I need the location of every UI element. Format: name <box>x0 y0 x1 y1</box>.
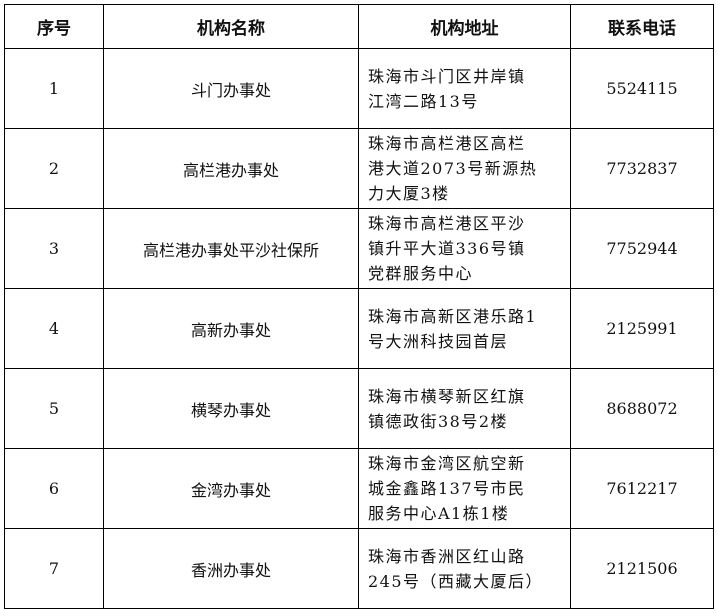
address-line: 珠海市高新区港乐路1 <box>368 306 538 326</box>
address-line: 镇升平大道336号镇 <box>368 239 526 258</box>
table-body: 1 斗门办事处 珠海市斗门区井岸镇 江湾二路13号 5524115 2 高栏港办事处 珠海市高… <box>4 48 714 609</box>
address-line: 号大洲科技园首层 <box>368 331 509 351</box>
address-cell: 珠海市高栏港区平沙 镇升平大道336号镇 党群服务中心 <box>358 208 571 289</box>
name-cell: 高栏港办事处平沙社保所 <box>103 208 359 289</box>
address-cell: 珠海市高新区港乐路1 号大洲科技园首层 <box>358 288 571 369</box>
phone-cell: 7752944 <box>570 208 714 289</box>
phone-cell: 8688072 <box>570 368 714 449</box>
header-row: 序号 机构名称 机构地址 联系电话 <box>4 4 714 49</box>
phone-cell: 2121506 <box>570 528 714 609</box>
address-line: 城金鑫路137号市民 <box>368 479 526 498</box>
index-cell: 1 <box>4 48 104 129</box>
header-cell: 机构地址 <box>358 4 571 49</box>
table-row: 3 高栏港办事处平沙社保所 珠海市高栏港区平沙 镇升平大道336号镇 党群服务中心 775… <box>4 208 714 289</box>
address-line: 珠海市金湾区航空新 <box>368 454 526 473</box>
index-cell: 5 <box>4 368 104 449</box>
address-line: 珠海市高栏港区高栏 <box>368 134 526 153</box>
header-cell: 机构名称 <box>103 4 359 49</box>
table-row: 2 高栏港办事处 珠海市高栏港区高栏 港大道2073号新源热 力大厦3楼 7732837 <box>4 128 714 209</box>
name-cell: 斗门办事处 <box>103 48 359 129</box>
address-line: 江湾二路13号 <box>368 91 479 111</box>
table-row: 7 香洲办事处 珠海市香洲区红山路 245号（西藏大厦后） 2121506 <box>4 528 714 609</box>
name-cell: 香洲办事处 <box>103 528 359 609</box>
address-cell: 珠海市金湾区航空新 城金鑫路137号市民 服务中心A1栋1楼 <box>358 448 571 529</box>
phone-cell: 7732837 <box>570 128 714 209</box>
table-row: 1 斗门办事处 珠海市斗门区井岸镇 江湾二路13号 5524115 <box>4 48 714 129</box>
name-cell: 高栏港办事处 <box>103 128 359 209</box>
address-line: 245号（西藏大厦后） <box>368 571 544 591</box>
address-line: 珠海市香洲区红山路 <box>368 546 526 566</box>
table-row: 6 金湾办事处 珠海市金湾区航空新 城金鑫路137号市民 服务中心A1栋1楼 761221… <box>4 448 714 529</box>
address-line: 珠海市横琴新区红旗 <box>368 386 526 406</box>
table-row: 4 高新办事处 珠海市高新区港乐路1 号大洲科技园首层 2125991 <box>4 288 714 369</box>
phone-cell: 2125991 <box>570 288 714 369</box>
index-cell: 3 <box>4 208 104 289</box>
index-cell: 6 <box>4 448 104 529</box>
address-line: 党群服务中心 <box>368 264 474 283</box>
address-line: 港大道2073号新源热 <box>368 159 538 178</box>
phone-cell: 7612217 <box>570 448 714 529</box>
address-line: 珠海市高栏港区平沙 <box>368 214 526 233</box>
address-line: 珠海市斗门区井岸镇 <box>368 66 526 86</box>
address-cell: 珠海市横琴新区红旗 镇德政街38号2楼 <box>358 368 571 449</box>
address-line: 力大厦3楼 <box>368 184 450 203</box>
address-cell: 珠海市斗门区井岸镇 江湾二路13号 <box>358 48 571 129</box>
address-line: 镇德政街38号2楼 <box>368 411 509 431</box>
phone-cell: 5524115 <box>570 48 714 129</box>
address-line: 服务中心A1栋1楼 <box>368 504 510 523</box>
index-cell: 2 <box>4 128 104 209</box>
name-cell: 横琴办事处 <box>103 368 359 449</box>
index-cell: 7 <box>4 528 104 609</box>
address-cell: 珠海市香洲区红山路 245号（西藏大厦后） <box>358 528 571 609</box>
table-row: 5 横琴办事处 珠海市横琴新区红旗 镇德政街38号2楼 8688072 <box>4 368 714 449</box>
index-cell: 4 <box>4 288 104 369</box>
header-cell: 联系电话 <box>570 4 714 49</box>
address-cell: 珠海市高栏港区高栏 港大道2073号新源热 力大厦3楼 <box>358 128 571 209</box>
office-table: 序号 机构名称 机构地址 联系电话 1 斗门办事处 珠海市斗门区井岸镇 江湾二路13号… <box>4 4 714 609</box>
name-cell: 高新办事处 <box>103 288 359 369</box>
name-cell: 金湾办事处 <box>103 448 359 529</box>
header-cell: 序号 <box>4 4 104 49</box>
